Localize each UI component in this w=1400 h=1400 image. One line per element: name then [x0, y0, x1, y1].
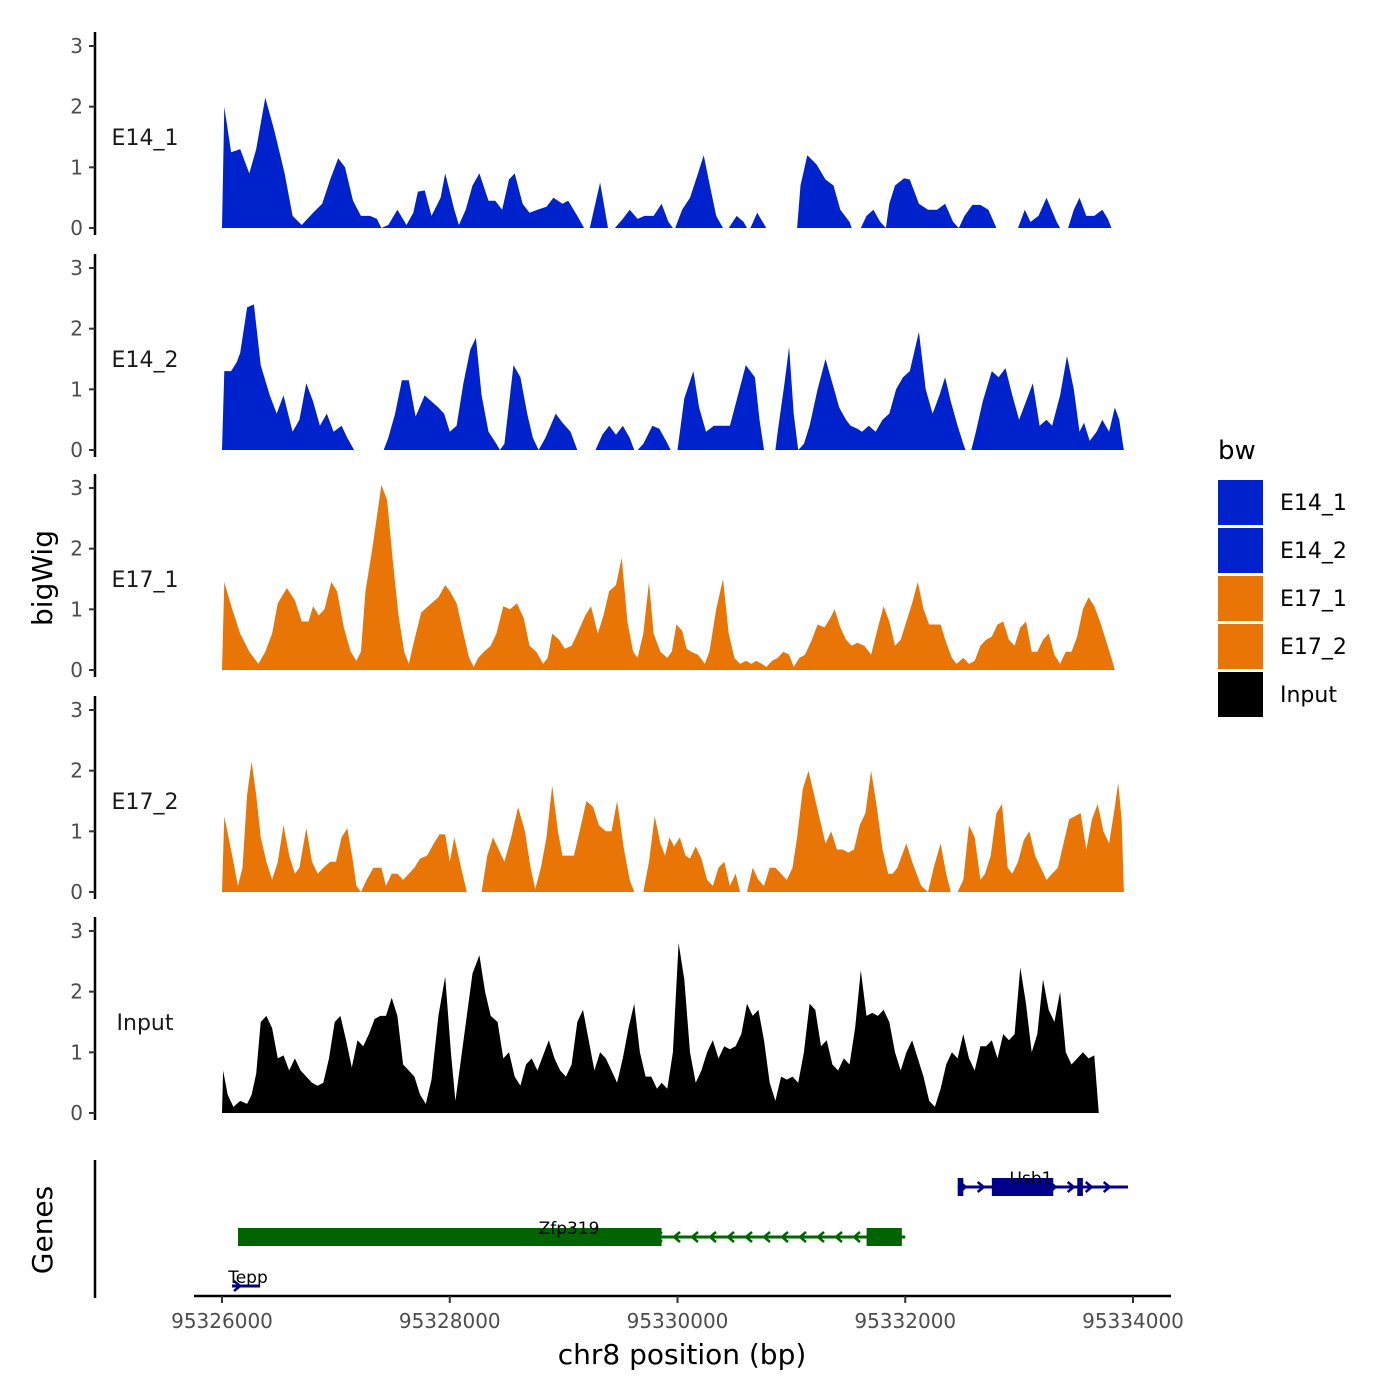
strand-arrow [708, 1231, 717, 1243]
legend-label-E14_2: E14_2 [1280, 539, 1347, 564]
y-tick-label: 0 [70, 1101, 83, 1125]
y-tick-label: 0 [70, 880, 83, 904]
y-tick-label: 0 [70, 658, 83, 682]
y-axis-title: bigWig [26, 530, 59, 626]
y-tick-label: 1 [70, 597, 83, 621]
exon [1077, 1178, 1083, 1196]
y-tick-label: 3 [70, 919, 83, 943]
y-tick-label: 1 [70, 819, 83, 843]
area-E17_1 [222, 485, 1115, 670]
track-label: E14_1 [112, 126, 179, 151]
strand-arrow [233, 1280, 242, 1292]
strand-arrow [834, 1231, 843, 1243]
x-tick-label: 95328000 [399, 1309, 501, 1333]
y-tick-label: 1 [70, 1040, 83, 1064]
y-tick-label: 0 [70, 216, 83, 240]
legend-label-E17_1: E17_1 [1280, 587, 1347, 612]
legend-title: bw [1218, 436, 1256, 466]
exon [866, 1228, 902, 1246]
strand-arrow [1084, 1181, 1094, 1193]
legend: bw E14_1 E14_2 E17_1 E17_2 Input [1218, 436, 1347, 717]
y-tick-label: 1 [70, 155, 83, 179]
area-E17_2 [222, 761, 1124, 892]
area-E14_2 [222, 304, 1124, 450]
gene-Zfp319: Zfp319 [238, 1219, 906, 1246]
strand-arrow [852, 1231, 861, 1243]
y-tick-label: 2 [70, 317, 83, 341]
gene-track: Tepp Zfp319 Usb1 [93, 1160, 1128, 1298]
track-label: E17_1 [112, 568, 179, 593]
x-tick-label: 95334000 [1082, 1309, 1184, 1333]
genes-axis-title: Genes [26, 1186, 59, 1274]
track-label: Input [117, 1011, 174, 1036]
strand-arrow [744, 1231, 753, 1243]
strand-arrow [976, 1181, 986, 1193]
gene-label: Zfp319 [539, 1219, 600, 1239]
exon [991, 1178, 1054, 1196]
strand-arrow [780, 1231, 789, 1243]
coverage-tracks: 0 1 2 3 E14_1 0 1 2 3 E14_2 0 1 2 3 E17_1 0 1 2 3 E17_2 0 1 2 3… [70, 32, 1124, 1125]
gene-label: Usb1 [1010, 1169, 1053, 1189]
legend-swatch-E14_2 [1218, 528, 1263, 573]
y-tick-label: 2 [70, 537, 83, 561]
gene-Tepp: Tepp [227, 1268, 268, 1292]
strand-arrow [816, 1231, 825, 1243]
track-E17_2: 0 1 2 3 E17_2 [70, 696, 1124, 904]
y-tick-label: 2 [70, 980, 83, 1004]
track-label: E14_2 [112, 348, 179, 373]
area-Input [222, 943, 1099, 1113]
track-Input: 0 1 2 3 Input [70, 917, 1099, 1125]
track-label: E17_2 [112, 790, 179, 815]
exon [957, 1178, 964, 1196]
strand-arrow [726, 1231, 735, 1243]
legend-swatch-E17_2 [1218, 624, 1263, 669]
gene-label: Tepp [227, 1268, 268, 1288]
legend-swatch-E17_1 [1218, 576, 1263, 621]
strand-arrow [1066, 1181, 1076, 1193]
y-tick-label: 0 [70, 438, 83, 462]
strand-arrow [1102, 1181, 1112, 1193]
strand-arrow [690, 1231, 699, 1243]
x-tick-label: 95330000 [627, 1309, 729, 1333]
legend-swatch-Input [1218, 672, 1263, 717]
area-E14_1 [222, 97, 1112, 228]
y-tick-label: 1 [70, 377, 83, 401]
x-tick-label: 95326000 [171, 1309, 273, 1333]
y-tick-label: 2 [70, 759, 83, 783]
strand-arrow [672, 1231, 681, 1243]
y-tick-label: 3 [70, 34, 83, 58]
strand-arrow [762, 1231, 771, 1243]
track-E14_2: 0 1 2 3 E14_2 [70, 254, 1124, 462]
y-tick-label: 3 [70, 698, 83, 722]
track-E14_1: 0 1 2 3 E14_1 [70, 32, 1112, 240]
legend-swatch-E14_1 [1218, 480, 1263, 525]
x-axis-title: chr8 position (bp) [558, 1338, 807, 1371]
exon [238, 1228, 662, 1246]
x-tick-label: 95332000 [854, 1309, 956, 1333]
y-tick-label: 3 [70, 256, 83, 280]
legend-label-E17_2: E17_2 [1280, 635, 1347, 660]
legend-label-Input: Input [1280, 683, 1337, 708]
x-axis: 95326000 95328000 95330000 95332000 95334000 [171, 1294, 1184, 1333]
legend-label-E14_1: E14_1 [1280, 491, 1347, 516]
gene-Usb1: Usb1 [957, 1169, 1128, 1196]
strand-arrow [798, 1231, 807, 1243]
y-tick-label: 3 [70, 476, 83, 500]
y-tick-label: 2 [70, 95, 83, 119]
track-E17_1: 0 1 2 3 E17_1 [70, 474, 1115, 682]
